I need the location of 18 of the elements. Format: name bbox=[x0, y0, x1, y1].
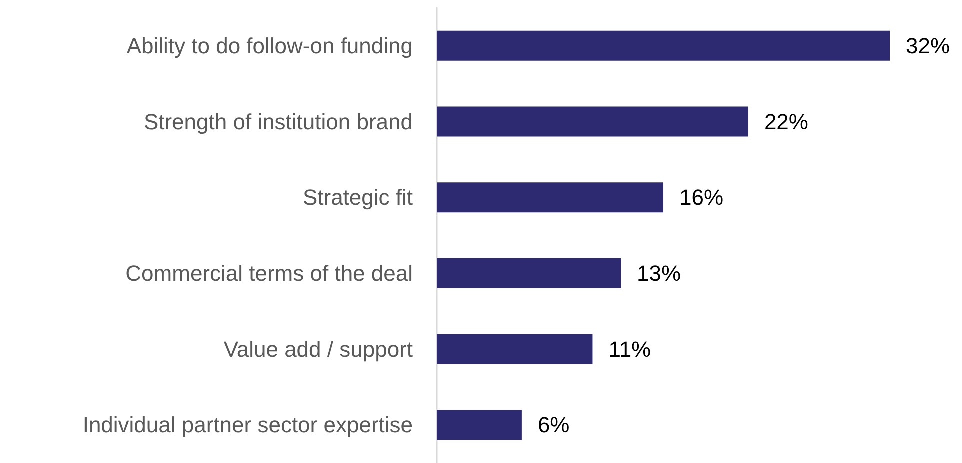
y-tick-label: Commercial terms of the deal bbox=[126, 260, 413, 286]
y-tick-label: Strength of institution brand bbox=[144, 109, 413, 134]
data-label: 32% bbox=[906, 33, 950, 58]
bar bbox=[437, 410, 522, 440]
y-tick-label: Value add / support bbox=[224, 336, 413, 362]
y-tick-label: Strategic fit bbox=[302, 185, 413, 210]
data-label: 13% bbox=[637, 260, 682, 286]
bar bbox=[437, 258, 622, 288]
data-label: 11% bbox=[608, 336, 652, 362]
bar bbox=[437, 106, 748, 137]
y-tick-label: Individual partner sector expertise bbox=[82, 412, 413, 438]
y-tick-label: Ability to do follow-on funding bbox=[126, 33, 413, 58]
data-label: 16% bbox=[680, 185, 724, 210]
bar bbox=[437, 182, 664, 213]
data-label: 22% bbox=[764, 109, 808, 134]
bar bbox=[437, 30, 890, 61]
bar bbox=[437, 334, 593, 364]
data-label: 6% bbox=[538, 412, 570, 438]
